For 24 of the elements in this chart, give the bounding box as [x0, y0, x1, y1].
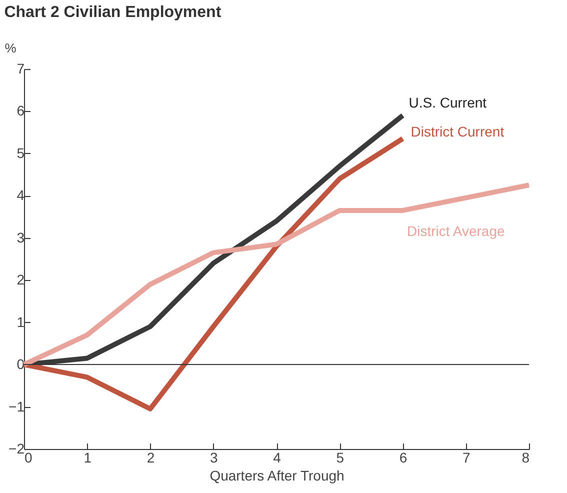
- chart-title: Chart 2 Civilian Employment: [4, 4, 222, 21]
- x-tick-label: 6: [399, 450, 408, 466]
- y-tick-label: 1: [16, 314, 25, 330]
- y-tick-label: −1: [8, 398, 25, 414]
- y-tick-label: 5: [16, 144, 25, 161]
- y-axis-title: %: [4, 40, 17, 56]
- y-tick-label: 2: [16, 272, 25, 288]
- x-tick-label: 3: [210, 450, 218, 466]
- x-axis-title: Quarters After Trough: [210, 468, 344, 484]
- y-tick-label: 4: [16, 187, 25, 204]
- series-label: U.S. Current: [408, 94, 487, 110]
- x-tick-label: 2: [146, 450, 155, 466]
- x-tick-label: 5: [336, 450, 344, 466]
- series-label: District Current: [410, 124, 504, 140]
- x-tick-label: 1: [84, 450, 92, 466]
- y-tick-label: 3: [16, 229, 25, 246]
- y-tick-label: −2: [8, 440, 25, 456]
- y-tick-label: 6: [16, 102, 25, 119]
- y-tick-label: 0: [16, 356, 25, 372]
- x-tick-label: 7: [462, 450, 470, 466]
- x-tick-label: 4: [273, 450, 282, 466]
- y-tick-label: 7: [16, 60, 25, 76]
- series-label: District Average: [406, 222, 505, 239]
- x-tick-label: 8: [522, 450, 530, 466]
